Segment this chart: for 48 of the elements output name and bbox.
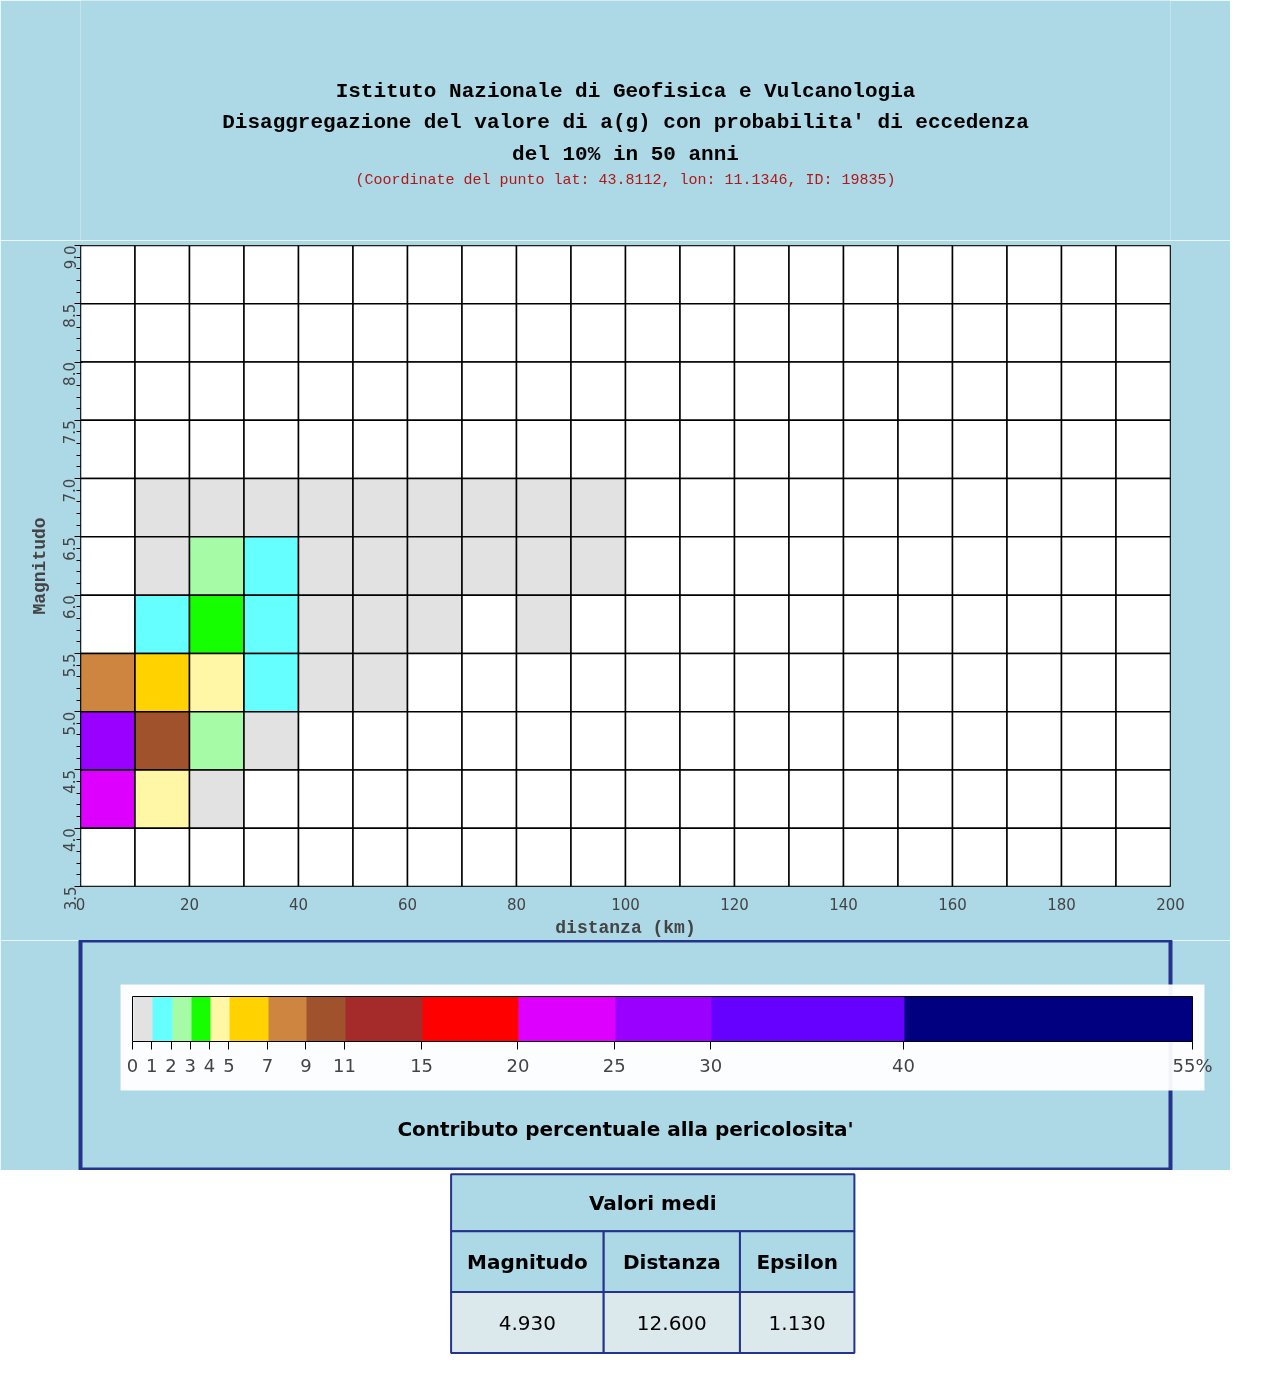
color-bar-label: 25 <box>602 1054 626 1076</box>
color-bar-label: 1 <box>146 1054 158 1076</box>
color-bar-label: 7 <box>261 1054 274 1076</box>
text: 4.930 <box>498 1310 557 1335</box>
text: Magnitudo <box>467 1249 588 1274</box>
color-bar-label: 20 <box>506 1054 530 1076</box>
y-tick-label: 7.0 <box>61 478 80 503</box>
color-bar-label: 3 <box>184 1054 197 1076</box>
x-tick-label: 180 <box>1047 895 1076 914</box>
y-tick-label: 9.0 <box>61 245 80 270</box>
y-tick-label: 5.0 <box>61 711 80 736</box>
x-tick-label: 160 <box>938 895 967 914</box>
color-bar-title: Contributo percentuale alla pericolosita' <box>397 1117 854 1142</box>
y-tick-label: 4.5 <box>61 769 80 794</box>
color-bar-label: 30 <box>699 1054 723 1076</box>
y-axis-title: Magnitudo <box>29 517 50 615</box>
y-tick-label: 8.0 <box>61 362 80 386</box>
y-tick-label: 6.5 <box>61 536 80 561</box>
text: 1.130 <box>768 1310 826 1335</box>
x-axis-title: distanza (km) <box>555 917 696 938</box>
x-tick-label: 200 <box>1156 895 1185 914</box>
color-bar-label: 55% <box>1172 1054 1213 1076</box>
x-tick-label: 140 <box>829 895 858 914</box>
text: 12.600 <box>636 1310 707 1335</box>
color-bar-label: 11 <box>333 1054 356 1076</box>
x-tick-label: 80 <box>506 895 527 914</box>
color-bar-label: 4 <box>203 1054 216 1076</box>
x-tick-label: 60 <box>397 895 418 914</box>
color-bar-label: 9 <box>300 1054 312 1076</box>
color-bar-label: 40 <box>891 1054 915 1076</box>
color-bar-label: 0 <box>126 1054 139 1076</box>
x-tick-label: 40 <box>288 895 309 914</box>
x-tick-label: 120 <box>720 895 749 914</box>
y-tick-label: 8.5 <box>61 303 80 328</box>
x-tick-label: 100 <box>611 895 640 914</box>
y-tick-label: 5.5 <box>61 653 80 678</box>
color-bar-label: 2 <box>165 1054 177 1076</box>
y-tick-label: 7.5 <box>61 420 80 445</box>
color-bar-label: 5 <box>223 1054 235 1076</box>
y-tick-label: 4.0 <box>61 828 80 853</box>
text: Epsilon <box>756 1249 838 1274</box>
color-bar-label: 15 <box>410 1054 434 1076</box>
chart-subtitle: (Coordinate del punto lat: 43.8112, lon: 11.1346, ID: 19835) <box>355 172 896 189</box>
text: Distanza <box>622 1249 721 1274</box>
chart-title: Istituto Nazionale di Geofisica e Vulcanologia Disaggregazione del valore di a(g) con probabilita' di eccedenza del 10% in 50 anni <box>222 80 1030 166</box>
text: Valori medi <box>588 1190 717 1215</box>
x-tick-label: 20 <box>179 895 200 914</box>
y-tick-label: 6.0 <box>61 595 80 619</box>
